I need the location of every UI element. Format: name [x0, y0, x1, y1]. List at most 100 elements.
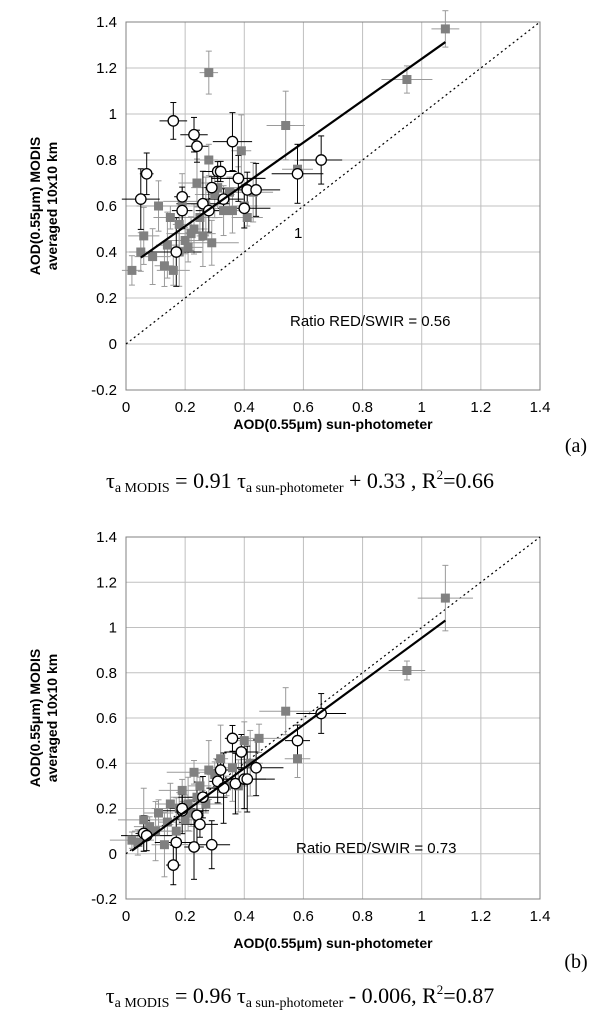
data-point-square	[180, 236, 190, 245]
data-point-square	[159, 840, 169, 850]
data-point-square	[165, 213, 175, 222]
regression-equation: τa MODIS = 0.96 τa sun-photometer - 0.00…	[106, 982, 494, 1011]
ratio-annotation: Ratio RED/SWIR = 0.56	[290, 313, 450, 330]
equation-intercept: + 0.33 , R	[344, 468, 437, 493]
data-point-circle	[315, 154, 328, 166]
data-point-square	[210, 770, 220, 780]
data-point-square	[293, 754, 303, 764]
data-point-square	[162, 240, 172, 250]
chart-panel-a: 0 0.2 0.4 0.6 0.8 1 1.2 1.4 -0.2 0 0.2 0.4 0.6 0.8 1 1.…	[27, 10, 587, 496]
data-point-square	[201, 799, 211, 809]
x-tick-label: 1.4	[530, 399, 551, 416]
data-point-circle	[167, 859, 180, 871]
data-point-square	[133, 837, 143, 847]
data-point-circle	[176, 190, 189, 203]
y-tick-label: 1.2	[96, 574, 117, 591]
y-tick-label: -0.2	[91, 891, 117, 908]
data-point-square	[183, 242, 193, 252]
data-point-square	[165, 799, 175, 809]
equation-tau: τ	[106, 468, 115, 493]
equation-slope: = 0.96 τ	[169, 983, 245, 1008]
data-point-circle	[188, 128, 200, 141]
data-point-square	[168, 265, 178, 275]
equation-superscript: 2	[437, 982, 444, 997]
x-tick-label: 0.4	[234, 399, 255, 416]
y-tick-label: 0.4	[96, 244, 117, 261]
data-point-square	[171, 826, 181, 836]
y-axis-title-line2: averaged 10x10 km	[44, 654, 60, 782]
data-point-circle	[235, 746, 248, 758]
data-point-square	[145, 822, 155, 832]
data-point-circle	[167, 115, 180, 127]
x-axis-title: AOD(0.55μm) sun-photometer	[233, 416, 433, 432]
ratio-annotation: Ratio RED/SWIR = 0.73	[296, 840, 456, 857]
equation-tau: τ	[106, 983, 115, 1008]
equation-subscript: a sun-photometer	[246, 481, 344, 496]
data-point-square	[174, 219, 184, 229]
panel-label: (b)	[564, 951, 587, 973]
data-point-circle	[205, 181, 218, 194]
data-point-square	[207, 238, 217, 248]
panel-label: (a)	[565, 435, 587, 457]
data-point-square	[219, 206, 229, 216]
data-point-square	[180, 815, 190, 825]
data-point-square	[139, 815, 149, 825]
y-tick-label: 1	[109, 620, 117, 637]
data-point-square	[183, 799, 193, 809]
data-point-square	[154, 201, 164, 211]
x-tick-label: 1	[418, 908, 426, 925]
data-point-circle	[250, 184, 262, 196]
data-point-circle	[176, 204, 189, 217]
data-point-square	[189, 767, 199, 777]
x-tick-label: 0.2	[175, 399, 196, 416]
y-tick-label: 0.2	[96, 290, 117, 307]
data-point-square	[192, 792, 202, 802]
equation-subscript: a MODIS	[115, 996, 170, 1011]
data-point-square	[192, 178, 202, 188]
x-tick-label: 0.2	[175, 908, 196, 925]
data-point-square	[254, 733, 264, 743]
data-point-square	[440, 593, 450, 603]
data-point-square	[216, 754, 226, 764]
data-point-square	[177, 785, 187, 795]
data-point-square	[281, 706, 291, 716]
regression-line	[140, 41, 447, 259]
x-tick-label: 0.6	[293, 908, 314, 925]
data-point-square	[136, 247, 146, 257]
plot-area-border	[125, 536, 541, 900]
y-tick-label: 0.6	[96, 710, 117, 727]
data-point-circle	[134, 193, 147, 205]
y-axis-title-line2: averaged 10x10 km	[44, 142, 60, 270]
data-point-square	[127, 265, 137, 275]
data-point-square	[213, 183, 223, 193]
data-point-square	[148, 252, 158, 262]
data-point-circle	[170, 836, 183, 849]
data-point-square	[159, 261, 169, 271]
data-point-circle	[140, 167, 153, 180]
data-point-circle	[250, 761, 262, 774]
data-point-circle	[188, 841, 200, 853]
data-point-square	[195, 781, 205, 791]
x-tick-label: 1.4	[530, 908, 551, 925]
equation-superscript: 2	[437, 467, 444, 482]
y-tick-label: -0.2	[91, 382, 117, 399]
equation-intercept: - 0.006, R	[343, 983, 437, 1008]
data-point-circle	[194, 818, 206, 831]
x-tick-label: 0	[122, 908, 130, 925]
data-point-square	[227, 763, 237, 773]
y-tick-label: 1.4	[96, 14, 117, 31]
y-axis-title-line1: AOD(0.55μm) MODIS	[27, 649, 43, 787]
data-point-square	[162, 817, 172, 827]
data-point-square	[204, 68, 214, 78]
data-point-square	[186, 808, 196, 818]
x-tick-label: 0.6	[293, 399, 314, 416]
one-to-one-label: 1	[294, 225, 302, 242]
equation-subscript: a sun-photometer	[246, 996, 344, 1011]
x-tick-label: 1	[418, 399, 426, 416]
data-point-square	[225, 187, 234, 197]
data-point-square	[189, 224, 199, 234]
equation-r2: =0.66	[443, 468, 494, 493]
y-axis-title-line1: AOD(0.55μm) MODIS	[27, 137, 43, 275]
x-axis-title: AOD(0.55μm) sun-photometer	[233, 935, 433, 951]
